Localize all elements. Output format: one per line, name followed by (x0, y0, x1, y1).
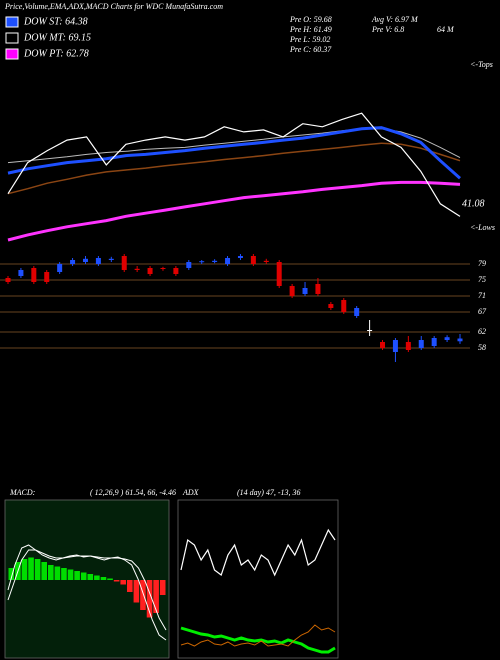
candle-body (289, 286, 295, 296)
legend-swatch (5, 48, 19, 60)
panel-subtitle: ( 12,26,9 ) 61.54, 66, -4.46 (90, 488, 176, 497)
histogram-bar (94, 575, 100, 580)
histogram-bar (74, 571, 80, 580)
annotation: 41.08 (462, 198, 485, 209)
histogram-bar (48, 565, 54, 580)
candle-body (341, 300, 347, 312)
candle-body (392, 340, 398, 352)
candle-body (263, 260, 269, 262)
histogram-bar (21, 559, 28, 580)
histogram-bar (113, 580, 120, 582)
candle-body (444, 337, 450, 340)
candle-body (380, 342, 386, 348)
candle-body (134, 268, 140, 270)
series-line (7, 112, 461, 217)
candle-body (212, 260, 218, 262)
y-tick-label: 62 (478, 327, 486, 336)
candle-body (5, 278, 11, 282)
y-tick-label: 71 (478, 291, 486, 300)
page-title: Price,Volume,EMA,ADX,MACD Charts for WDC… (4, 2, 223, 11)
histogram-bar (100, 577, 107, 580)
candle-body (199, 261, 205, 263)
panel-title: ADX (182, 488, 200, 497)
series-line (180, 624, 336, 647)
legend-label: DOW PT: 62.78 (23, 48, 89, 59)
candle-body (431, 338, 437, 346)
candle-body (302, 288, 308, 294)
series-line (180, 528, 336, 577)
candle-body (418, 340, 424, 348)
histogram-bar (140, 580, 146, 610)
histogram-bar (61, 568, 67, 580)
stat-label: Pre V: 6.8 (371, 25, 404, 34)
histogram-bar (87, 574, 94, 580)
histogram-bar (159, 580, 166, 595)
candle-body (276, 262, 282, 286)
candle-body (121, 256, 127, 270)
series-line (7, 544, 167, 641)
annotation: <-Tops (470, 60, 493, 69)
candle-body (108, 258, 114, 260)
stat-label: Pre O: 59.68 (289, 15, 332, 24)
candle-body (95, 258, 101, 264)
candle-body (70, 260, 76, 264)
series-line (7, 142, 461, 195)
histogram-bar (133, 580, 140, 603)
candle-body (173, 268, 179, 274)
candle-body (354, 308, 360, 316)
histogram-bar (120, 580, 126, 585)
histogram-bar (127, 580, 133, 592)
histogram-bar (54, 566, 61, 580)
candle-body (31, 268, 37, 282)
stat-label: Pre C: 60.37 (289, 45, 332, 54)
legend-swatch (5, 32, 19, 44)
histogram-bar (80, 572, 87, 580)
histogram-bar (41, 562, 47, 580)
y-tick-label: 79 (478, 259, 486, 268)
histogram-bar (153, 580, 159, 613)
candle-body (44, 272, 50, 282)
histogram-bar (8, 568, 15, 580)
candle-body (186, 262, 192, 268)
candle-body (147, 268, 153, 274)
stat-label: 64 M (437, 25, 455, 34)
candle-body (225, 258, 231, 264)
annotation: <-Lows (470, 223, 495, 232)
panel (177, 499, 339, 659)
stat-label: Pre H: 61.49 (289, 25, 332, 34)
histogram-bar (28, 557, 34, 580)
histogram-bar (107, 578, 113, 580)
series-line (180, 626, 336, 654)
panel-subtitle: (14 day) 47, -13, 36 (237, 488, 301, 497)
candle-body (237, 256, 243, 258)
candle-body (250, 256, 256, 264)
candle-body (57, 264, 63, 272)
candle-body (315, 284, 321, 294)
histogram-bar (146, 580, 153, 618)
y-tick-label: 58 (478, 343, 486, 352)
series-line (7, 180, 461, 242)
stat-label: Avg V: 6.97 M (371, 15, 419, 24)
candle-body (18, 270, 24, 276)
series-line (7, 126, 461, 180)
legend-swatch (5, 16, 19, 28)
candle-body (457, 338, 463, 342)
candle-body (328, 304, 334, 308)
candle-body (82, 258, 88, 262)
candle-body (160, 268, 166, 269)
histogram-bar (67, 569, 74, 580)
histogram-bar (34, 559, 41, 580)
y-tick-label: 67 (478, 307, 487, 316)
panel-title: MACD: (9, 488, 36, 497)
candle-body (405, 342, 411, 350)
y-tick-label: 75 (478, 275, 486, 284)
legend-label: DOW ST: 64.38 (23, 16, 88, 27)
candle-body (367, 330, 373, 331)
stat-label: Pre L: 59.02 (289, 35, 330, 44)
legend-label: DOW MT: 69.15 (23, 32, 91, 43)
